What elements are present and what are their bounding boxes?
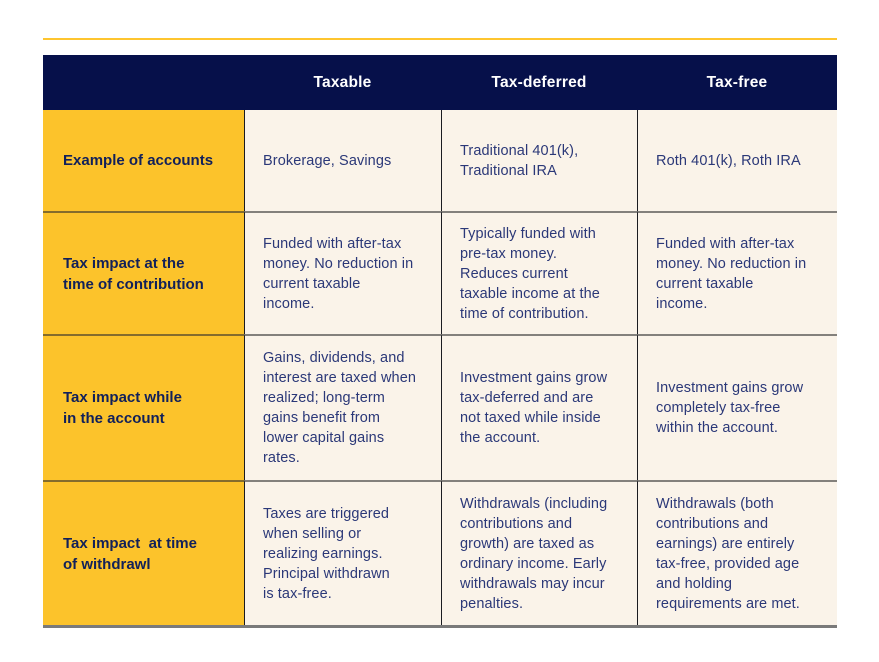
account-tax-comparison-table: Taxable Tax-deferred Tax-free Example of… — [43, 55, 837, 628]
column-header-tax-free: Tax-free — [637, 55, 837, 110]
header-corner-cell — [43, 55, 244, 110]
cell-examples-taxable: Brokerage, Savings — [244, 110, 441, 211]
cell-contribution-tax-free: Funded with after-tax money. No reductio… — [637, 211, 837, 334]
row-label-example-of-accounts: Example of accounts — [43, 110, 244, 211]
cell-withdrawal-tax-free: Withdrawals (both contributions and earn… — [637, 480, 837, 625]
cell-in-account-tax-deferred: Investment gains grow tax-deferred and a… — [441, 334, 637, 480]
cell-contribution-tax-deferred: Typically funded with pre-tax money. Red… — [441, 211, 637, 334]
cell-examples-tax-deferred: Traditional 401(k), Traditional IRA — [441, 110, 637, 211]
row-label-tax-impact-in-account: Tax impact while in the account — [43, 334, 244, 480]
row-label-tax-impact-contribution: Tax impact at the time of contribution — [43, 211, 244, 334]
cell-examples-tax-free: Roth 401(k), Roth IRA — [637, 110, 837, 211]
cell-in-account-tax-free: Investment gains grow completely tax-fre… — [637, 334, 837, 480]
row-label-tax-impact-withdrawal: Tax impact at time of withdrawl — [43, 480, 244, 625]
cell-withdrawal-tax-deferred: Withdrawals (including contributions and… — [441, 480, 637, 625]
cell-withdrawal-taxable: Taxes are triggered when selling or real… — [244, 480, 441, 625]
column-header-tax-deferred: Tax-deferred — [441, 55, 637, 110]
top-accent-line — [43, 38, 837, 40]
cell-in-account-taxable: Gains, dividends, and interest are taxed… — [244, 334, 441, 480]
cell-contribution-taxable: Funded with after-tax money. No reductio… — [244, 211, 441, 334]
column-header-taxable: Taxable — [244, 55, 441, 110]
